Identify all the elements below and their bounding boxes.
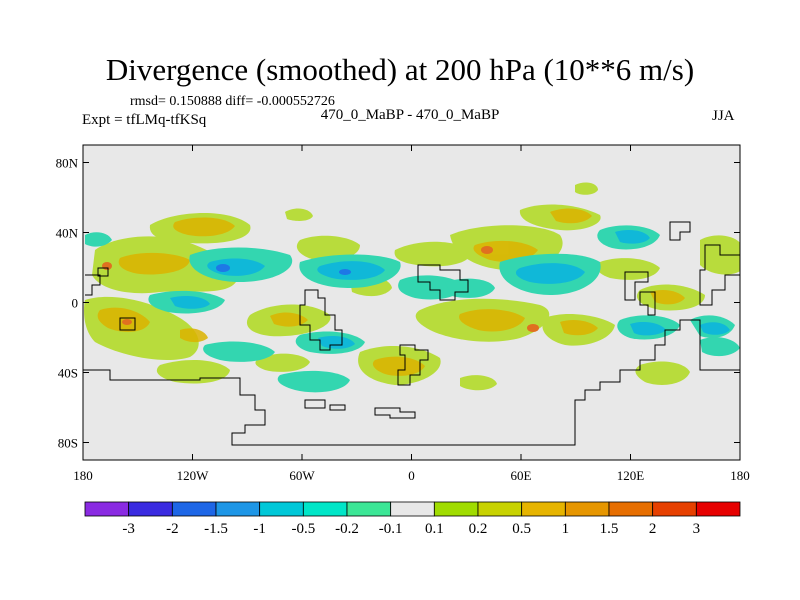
colorbar-swatch <box>564 501 610 517</box>
colorbar-swatch <box>302 501 348 517</box>
divergence-field <box>84 182 740 393</box>
colorbar-swatch <box>215 501 261 517</box>
colorbar-label: 0.5 <box>512 521 531 537</box>
colorbar-label: -1 <box>253 521 266 537</box>
colorbar-swatch <box>652 501 697 517</box>
colorbar-label: -2 <box>166 521 179 537</box>
colorbar-label: 2 <box>649 521 657 537</box>
colorbar-swatch <box>84 501 130 517</box>
colorbar-label: -1.5 <box>204 521 228 537</box>
colorbar-swatch <box>433 501 479 517</box>
plot-title: Divergence (smoothed) at 200 hPa (10**6 … <box>105 52 695 87</box>
case-label: 470_0_MaBP - 470_0_MaBP <box>320 107 500 123</box>
negative-divergence-peak <box>216 264 351 275</box>
colorbar-label: -0.2 <box>335 521 359 537</box>
rmsd-diff-stats: rmsd= 0.150888 diff= -0.000552726 <box>130 94 335 109</box>
colorbar-label: -0.5 <box>291 521 315 537</box>
colorbar-label: 1.5 <box>600 521 619 537</box>
colorbar-swatch <box>477 501 523 517</box>
colorbar-swatch <box>695 501 741 517</box>
lat-tick-label: 40N <box>56 226 79 241</box>
lon-tick-label: 120E <box>617 468 645 483</box>
coastlines <box>83 221 740 446</box>
colorbar-swatch <box>128 501 173 517</box>
lat-tick-label: 80S <box>58 436 78 451</box>
axis-ticks: 80N 40N 0 40S 80S 180 120W 60W 0 60E 120E 180 <box>56 145 750 483</box>
lon-tick-label: 180 <box>730 468 750 483</box>
colorbar-swatch <box>390 501 435 517</box>
lon-tick-label: 60E <box>511 468 532 483</box>
colorbar-label: 0.1 <box>425 521 444 537</box>
lat-tick-label: 40S <box>58 366 78 381</box>
colorbar-label: -0.1 <box>379 521 403 537</box>
season-label: JJA <box>712 108 735 124</box>
lat-tick-label: 80N <box>56 156 79 171</box>
colorbar-label: 1 <box>562 521 570 537</box>
colorbar-swatch <box>608 501 654 517</box>
colorbar-swatch <box>171 501 217 517</box>
colorbar-label: -3 <box>122 521 135 537</box>
positive-divergence-strong <box>97 208 685 376</box>
colorbar-label: 0.2 <box>469 521 488 537</box>
colorbar-swatch <box>346 501 392 517</box>
lat-tick-label: 0 <box>72 296 79 311</box>
lon-tick-label: 180 <box>73 468 93 483</box>
colorbar-swatch <box>259 501 304 517</box>
experiment-label: Expt = tfLMq-tfKSq <box>82 112 207 128</box>
colorbar-label: 3 <box>693 521 701 537</box>
colorbar-swatch <box>521 501 566 517</box>
lon-tick-label: 0 <box>408 468 415 483</box>
lon-tick-label: 60W <box>289 468 315 483</box>
colorbar: -3 -2 -1.5 -1 -0.5 -0.2 -0.1 0.1 0.2 0.5 1 1.5 2 3 <box>84 501 741 537</box>
lon-tick-label: 120W <box>177 468 210 483</box>
